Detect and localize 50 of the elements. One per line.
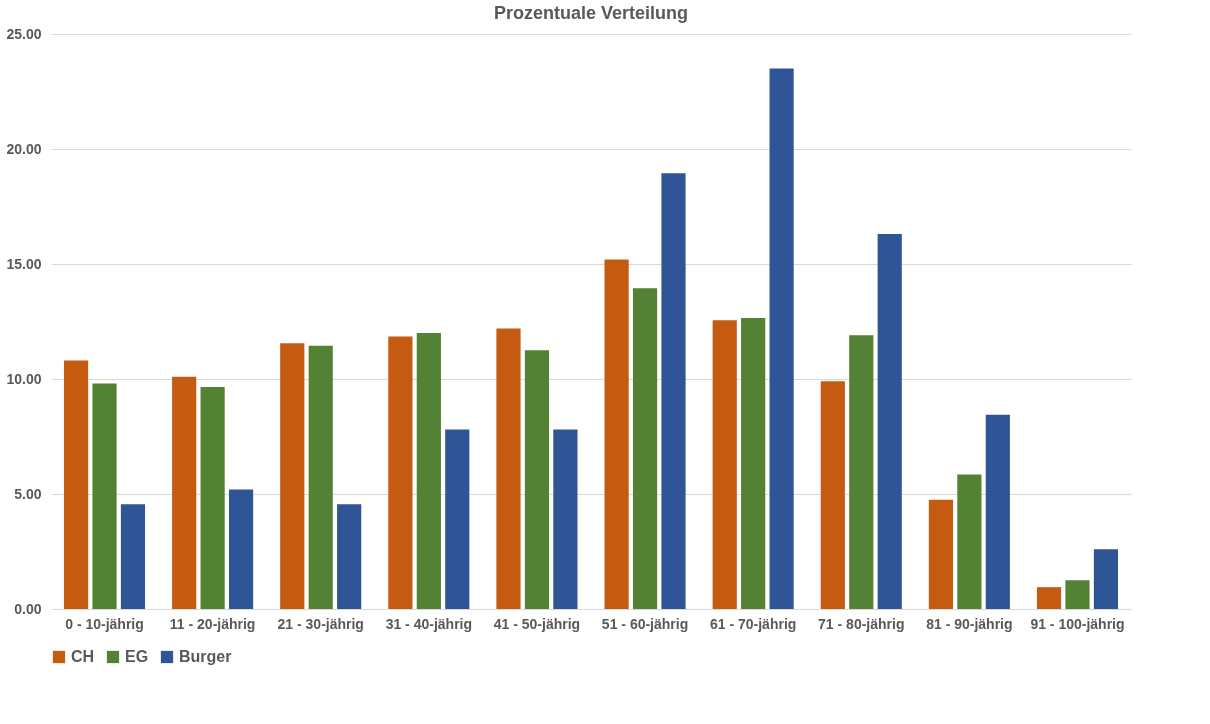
bar: [769, 68, 794, 609]
bar: [820, 381, 845, 609]
x-tick-label: 11 - 20-jährig: [169, 615, 256, 632]
legend-label: Burger: [179, 648, 232, 665]
bar: [308, 345, 333, 609]
bar: [388, 336, 413, 609]
bar: [928, 499, 954, 609]
x-tick-label: 31 - 40-jährig: [385, 615, 473, 632]
bar: [957, 474, 982, 609]
bar: [120, 504, 146, 609]
bar: [280, 343, 305, 609]
y-tick-label: 25.00: [6, 25, 42, 42]
x-tick-label: 51 - 60-jährig: [601, 615, 689, 632]
bar: [416, 333, 441, 609]
bar: [741, 318, 766, 609]
bar: [1093, 549, 1119, 609]
bar: [712, 320, 737, 609]
x-tick-label: 21 - 30-jährig: [277, 615, 364, 632]
x-tick-label: 81 - 90-jährig: [926, 615, 1013, 632]
y-tick-label: 0.00: [14, 600, 42, 617]
bar: [1036, 587, 1062, 609]
bar: [63, 360, 89, 609]
y-tick-label: 5.00: [14, 485, 42, 502]
y-tick-label: 20.00: [6, 140, 42, 157]
x-tick-label: 71 - 80-jährig: [818, 615, 905, 632]
bar: [661, 173, 686, 609]
x-tick-label: 91 - 100-jährig: [1030, 615, 1125, 632]
legend-label: EG: [125, 648, 149, 665]
x-tick-label: 0 - 10-jährig: [65, 615, 144, 632]
x-tick-label: 61 - 70-jährig: [709, 615, 797, 632]
chart-title: Prozentuale Verteilung: [493, 3, 689, 23]
bar: [445, 429, 470, 609]
bar: [553, 429, 578, 609]
legend-label: CH: [71, 648, 95, 665]
bar: [849, 335, 874, 609]
bar: [92, 383, 117, 609]
bar: [200, 387, 225, 609]
bar: [496, 328, 521, 609]
bar: [604, 259, 629, 609]
bar: [524, 350, 550, 609]
y-tick-label: 15.00: [6, 255, 42, 272]
bar: [1065, 580, 1090, 609]
bar: [985, 414, 1010, 609]
y-tick-label: 10.00: [6, 370, 42, 387]
bar: [877, 234, 902, 609]
bar: [172, 376, 197, 609]
bar: [228, 489, 254, 609]
x-tick-label: 41 - 50-jährig: [493, 615, 581, 632]
bar: [337, 504, 362, 609]
bar: [632, 288, 658, 609]
